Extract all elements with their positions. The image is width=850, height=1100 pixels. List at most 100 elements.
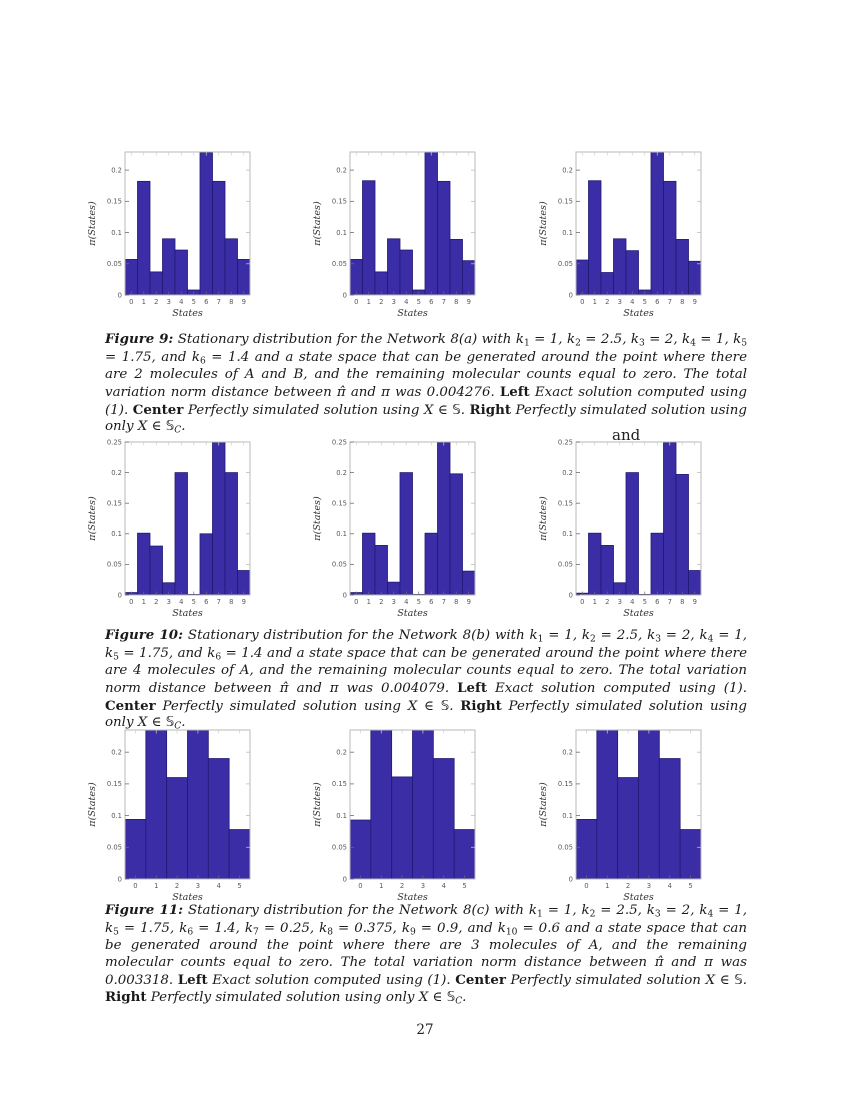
caption-segment: 8 <box>327 927 334 937</box>
svg-text:π(States): π(States) <box>538 201 549 247</box>
caption-segment: = 2.5, <box>580 332 631 347</box>
caption-segment: Right <box>105 989 147 1006</box>
svg-text:6: 6 <box>204 298 208 306</box>
caption-segment: k <box>699 628 708 643</box>
caption-segment: k <box>105 920 114 936</box>
caption-segment: π̂ <box>336 384 346 400</box>
svg-text:π(States): π(States) <box>87 782 98 828</box>
svg-text:0.2: 0.2 <box>562 166 573 174</box>
svg-text:0: 0 <box>580 598 584 606</box>
caption-segment: 4 <box>690 338 696 349</box>
svg-text:7: 7 <box>442 298 446 306</box>
caption-segment: 1 <box>537 634 544 645</box>
svg-text:States: States <box>623 308 654 319</box>
caption-segment: k <box>515 332 524 347</box>
caption-segment: k <box>179 920 188 936</box>
caption-segment: = 1.75, and <box>118 645 208 661</box>
svg-text:0.1: 0.1 <box>111 812 122 820</box>
caption-segment: = 2.5, <box>595 903 647 918</box>
caption-segment: = 1, <box>713 903 748 918</box>
caption-segment: 3 <box>655 634 661 645</box>
fig10-right-chart: 0 0.05 0.1 0.15 0.2 0.25 0 1 2 3 4 5 6 7 8 9 States π(Sta… <box>526 425 716 625</box>
caption-segment: Figure 9: <box>105 331 174 347</box>
svg-text:0.05: 0.05 <box>558 844 573 852</box>
page-number: 27 <box>416 1022 434 1038</box>
svg-text:9: 9 <box>693 298 697 306</box>
caption-segment: π <box>704 954 713 970</box>
svg-text:9: 9 <box>467 298 471 306</box>
svg-text:States: States <box>172 892 203 903</box>
caption-segment: 10 <box>505 927 518 937</box>
fig11-center-chart: 0 0.05 0.1 0.15 0.2 0 1 2 3 4 5 States π(States) <box>300 713 490 905</box>
svg-text:0.05: 0.05 <box>332 561 347 569</box>
caption-segment: . <box>181 715 186 731</box>
svg-text:4: 4 <box>404 298 408 306</box>
svg-text:0.2: 0.2 <box>336 166 347 174</box>
caption-segment: π <box>329 680 339 696</box>
svg-text:9: 9 <box>242 298 246 306</box>
caption-segment: 4 <box>707 634 714 645</box>
svg-text:1: 1 <box>605 882 609 890</box>
caption-segment: = 1, <box>542 903 582 918</box>
svg-text:0.15: 0.15 <box>107 780 122 788</box>
svg-text:9: 9 <box>693 598 697 606</box>
caption-segment: 2 <box>575 338 581 349</box>
caption-segment: . <box>742 972 747 988</box>
caption-segment: and <box>663 954 705 970</box>
svg-text:States: States <box>172 608 203 619</box>
svg-text:0.2: 0.2 <box>336 469 347 477</box>
svg-text:3: 3 <box>167 598 171 606</box>
svg-text:0.1: 0.1 <box>111 229 122 237</box>
svg-text:1: 1 <box>367 598 371 606</box>
fig9-right-chart: 0 0.05 0.1 0.15 0.2 0 1 2 3 4 5 6 7 8 9 States π(States) <box>526 135 716 325</box>
caption-segment: B <box>293 367 304 383</box>
svg-text:0: 0 <box>354 298 358 306</box>
caption-segment: = 1.4 and a state space that can be gene… <box>105 349 747 383</box>
svg-text:0.1: 0.1 <box>562 229 573 237</box>
svg-text:1: 1 <box>142 598 146 606</box>
caption-segment: 𝕊 <box>165 715 175 731</box>
caption-segment: k <box>566 332 576 347</box>
caption-segment: 𝕊 <box>734 972 743 988</box>
svg-text:5: 5 <box>237 882 241 890</box>
caption-segment: 6 <box>200 356 206 366</box>
caption-segment: = 0.375, <box>333 920 402 936</box>
svg-text:2: 2 <box>154 298 158 306</box>
caption-segment: k <box>647 628 656 643</box>
caption-segment: 2 <box>590 634 596 645</box>
caption-segment: and <box>288 680 330 696</box>
caption-segment: = 1, <box>543 628 582 643</box>
fig10-center-chart: 0 0.05 0.1 0.15 0.2 0.25 0 1 2 3 4 5 6 7 8 9 States π(Sta… <box>300 425 490 625</box>
caption-segment: 3 <box>654 909 661 920</box>
caption-segment: k <box>581 628 591 643</box>
svg-text:4: 4 <box>404 598 408 606</box>
svg-text:7: 7 <box>217 298 221 306</box>
caption-segment: 𝕊 <box>452 402 461 418</box>
svg-text:4: 4 <box>630 298 634 306</box>
fig11-right-chart: 0 0.05 0.1 0.15 0.2 0 1 2 3 4 5 States π(States) <box>526 713 716 905</box>
caption-segment: = 2, <box>660 628 700 643</box>
svg-text:7: 7 <box>442 598 446 606</box>
caption-segment: C <box>174 721 182 732</box>
caption-segment: = 2.5, <box>595 628 648 643</box>
svg-text:0: 0 <box>129 598 133 606</box>
caption-segment: = 1.4 and a state space that can be gene… <box>105 645 747 679</box>
svg-text:π(States): π(States) <box>538 496 549 542</box>
svg-text:0.1: 0.1 <box>111 530 122 538</box>
svg-text:6: 6 <box>429 598 433 606</box>
svg-text:0: 0 <box>343 875 347 883</box>
svg-text:4: 4 <box>179 598 183 606</box>
caption-segment: 3 <box>638 338 645 349</box>
svg-text:0.25: 0.25 <box>107 438 122 446</box>
caption-segment: 6 <box>215 652 222 662</box>
svg-text:π(States): π(States) <box>312 201 323 247</box>
caption-segment: 𝕊 <box>440 698 450 714</box>
caption-segment: was 0.004276. <box>389 384 500 400</box>
caption-segment: ∈ <box>428 990 447 1006</box>
svg-text:2: 2 <box>400 882 404 890</box>
fig9-left-chart: 0 0.05 0.1 0.15 0.2 0 1 2 3 4 5 6 7 8 9 States π(States) <box>75 135 265 325</box>
svg-text:0.1: 0.1 <box>562 812 573 820</box>
svg-text:0.2: 0.2 <box>562 748 573 756</box>
caption-segment: ∈ <box>433 402 453 418</box>
